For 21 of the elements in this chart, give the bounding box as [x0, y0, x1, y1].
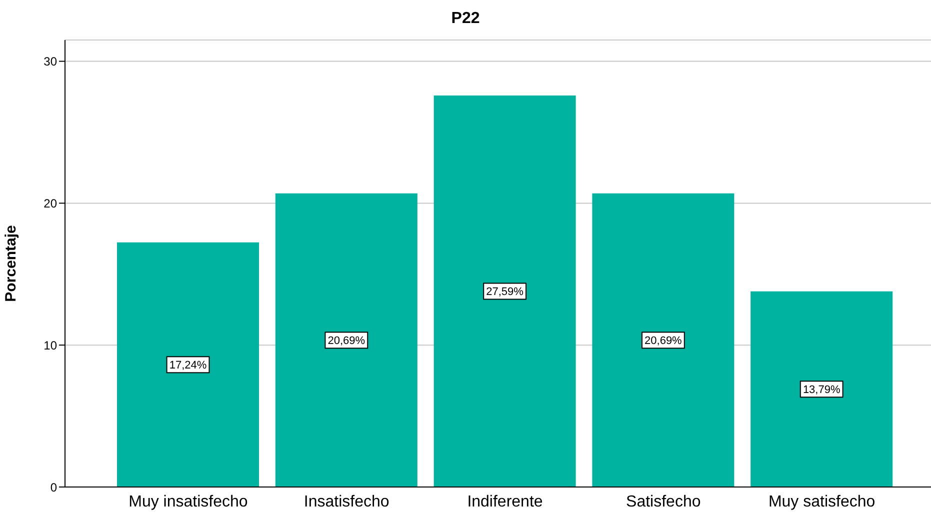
data-label: 27,59% [486, 286, 524, 298]
data-label: 17,24% [169, 360, 207, 372]
bar [434, 95, 576, 487]
x-tick-label: Muy insatisfecho [128, 493, 248, 510]
data-label: 20,69% [328, 335, 366, 348]
bar [275, 193, 418, 487]
bar [117, 242, 259, 487]
chart-title: P22 [450, 10, 481, 28]
y-axis-title: Porcentaje [2, 225, 20, 302]
x-tick-label: Indiferente [467, 493, 543, 510]
bar [592, 193, 734, 487]
y-tick-label: 0 [50, 480, 58, 494]
y-tick-label: 10 [44, 338, 58, 352]
y-tick-label: 20 [44, 196, 58, 210]
y-tick-label: 30 [44, 54, 58, 69]
data-label: 20,69% [644, 335, 682, 348]
data-label: 13,79% [802, 384, 840, 396]
x-tick-label: Muy satisfecho [768, 493, 876, 510]
x-tick-label: Insatisfecho [304, 493, 390, 510]
x-tick-label: Satisfecho [626, 493, 701, 510]
bar [750, 291, 893, 487]
